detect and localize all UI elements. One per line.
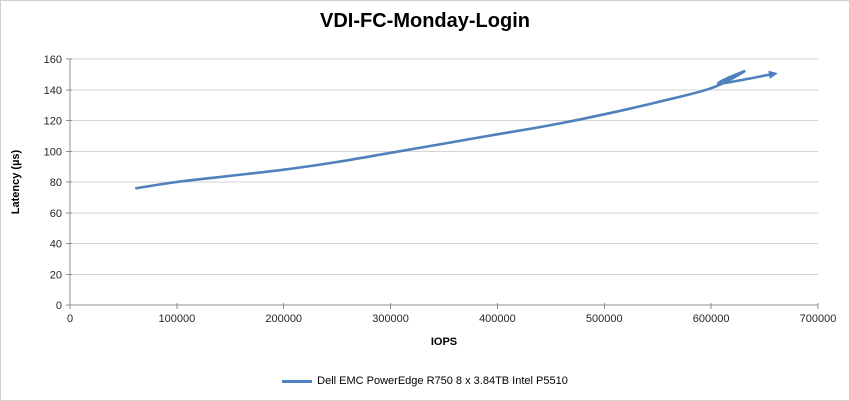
y-tick-label-160: 160: [44, 54, 62, 66]
y-tick-label-0: 0: [56, 300, 62, 312]
series-line-0: [135, 69, 773, 190]
y-tick-label-120: 120: [44, 116, 62, 128]
x-axis-title: IOPS: [430, 336, 458, 348]
y-tick-label-140: 140: [44, 85, 62, 97]
y-tick-label-60: 60: [50, 208, 62, 220]
y-tick-label-40: 40: [50, 239, 62, 251]
y-tick-label-80: 80: [50, 177, 62, 189]
x-tick-label-700000: 700000: [800, 313, 837, 325]
x-tick-label-200000: 200000: [265, 313, 302, 325]
x-tick-label-500000: 500000: [586, 313, 623, 325]
legend-line-marker: [282, 379, 313, 383]
legend-series-label: Dell EMC PowerEdge R750 8 x 3.84TB Intel…: [317, 375, 568, 387]
x-tick-label-400000: 400000: [479, 313, 516, 325]
series-end-arrow-icon: [768, 70, 778, 79]
legend: Dell EMC PowerEdge R750 8 x 3.84TB Intel…: [1, 373, 849, 389]
chart-title: VDI-FC-Monday-Login: [320, 10, 530, 32]
y-tick-label-100: 100: [44, 146, 62, 158]
y-axis-title: Latency (µs): [10, 149, 22, 215]
x-tick-label-300000: 300000: [372, 313, 409, 325]
x-tick-label-600000: 600000: [693, 313, 730, 325]
y-tick-label-20: 20: [50, 269, 62, 281]
x-tick-label-0: 0: [67, 313, 73, 325]
x-tick-label-100000: 100000: [158, 313, 195, 325]
